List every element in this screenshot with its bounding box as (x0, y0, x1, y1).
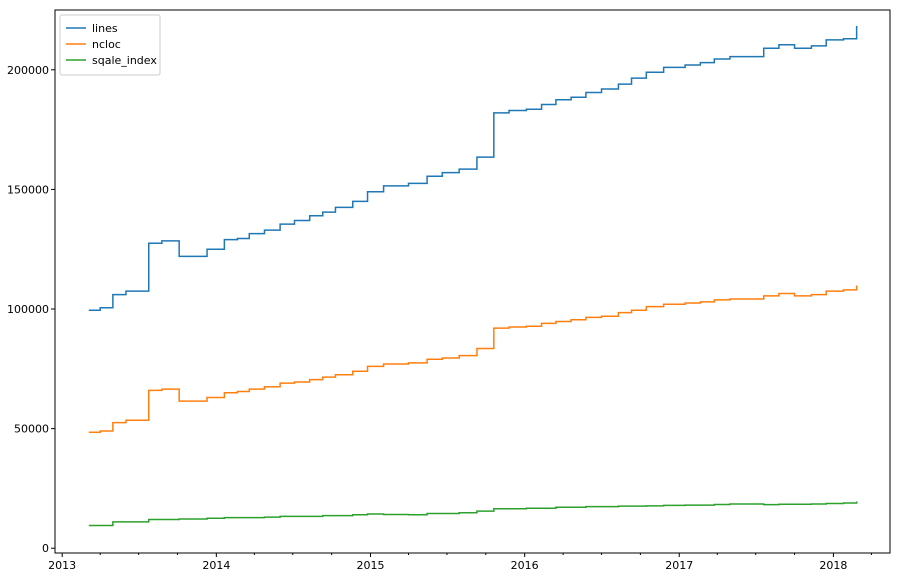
x-tick-label: 2016 (511, 559, 539, 572)
plot-frame (54, 9, 891, 554)
y-tick-label: 150000 (7, 183, 49, 196)
legend-label-sqale-index: sqale_index (92, 54, 157, 67)
y-tick-label: 100000 (7, 303, 49, 316)
legend-label-lines: lines (92, 22, 118, 35)
x-tick-label: 2018 (819, 559, 847, 572)
y-tick-label: 0 (42, 542, 49, 555)
series-line-lines (88, 25, 858, 311)
x-tick-label: 2013 (48, 559, 76, 572)
x-tick-label: 2017 (665, 559, 693, 572)
y-tick-label: 50000 (14, 423, 49, 436)
series-layer (88, 25, 858, 527)
x-axis: 2013 2014 2015 2016 2017 2018 (48, 553, 872, 572)
legend-label-ncloc: ncloc (92, 38, 121, 51)
x-tick-label: 2014 (202, 559, 230, 572)
y-axis: 0 50000 100000 150000 200000 (7, 64, 55, 555)
series-line-ncloc (88, 285, 858, 433)
x-tick-label: 2015 (357, 559, 385, 572)
y-tick-label: 200000 (7, 64, 49, 77)
plot-background (55, 10, 890, 553)
series-line-sqale-index (88, 501, 858, 527)
legend: lines ncloc sqale_index (59, 14, 161, 76)
